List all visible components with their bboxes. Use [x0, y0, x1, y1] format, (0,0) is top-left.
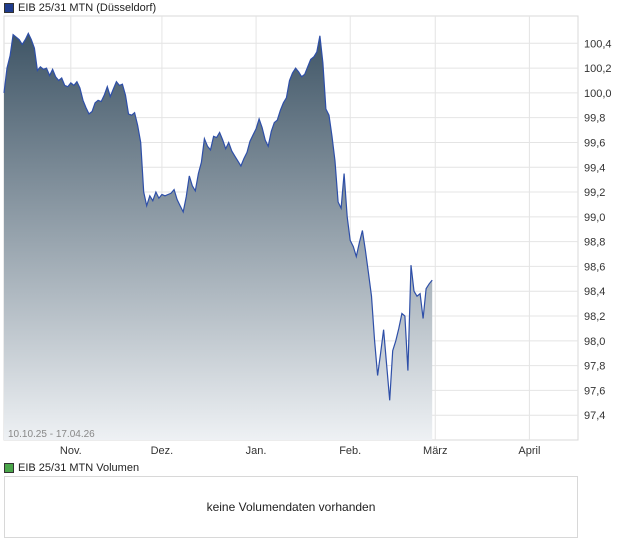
- y-tick-label: 100,4: [584, 38, 612, 50]
- y-tick-label: 98,8: [584, 237, 605, 249]
- y-tick-label: 98,4: [584, 286, 605, 298]
- y-tick-label: 100,2: [584, 63, 612, 75]
- y-tick-label: 99,6: [584, 137, 605, 149]
- y-tick-label: 99,0: [584, 212, 605, 224]
- y-tick-label: 99,2: [584, 187, 605, 199]
- price-area: [4, 33, 433, 441]
- main-legend-swatch: [4, 3, 14, 13]
- x-tick-label: Dez.: [151, 445, 174, 457]
- y-tick-label: 97,4: [584, 410, 605, 422]
- date-range-label: 10.10.25 - 17.04.26: [8, 429, 95, 440]
- x-tick-label: Jan.: [246, 445, 267, 457]
- y-tick-label: 98,6: [584, 261, 605, 273]
- volume-legend-label: EIB 25/31 MTN Volumen: [18, 462, 140, 474]
- volume-empty-message: keine Volumendaten vorhanden: [206, 500, 376, 514]
- main-legend-label: EIB 25/31 MTN (Düsseldorf): [18, 2, 157, 14]
- x-tick-label: Feb.: [339, 445, 361, 457]
- y-tick-label: 97,6: [584, 385, 605, 397]
- y-tick-label: 100,0: [584, 88, 612, 100]
- y-tick-label: 99,8: [584, 113, 605, 125]
- price-chart: 97,4 97,6 97,8 98,0 98,2 98,4 98,6 98,8 99,0 99,2…: [3, 15, 612, 457]
- x-tick-label: April: [518, 445, 540, 457]
- volume-legend-swatch: [4, 463, 14, 473]
- x-tick-label: Nov.: [60, 445, 82, 457]
- volume-legend: EIB 25/31 MTN Volumen: [4, 462, 139, 474]
- volume-panel: keine Volumendaten vorhanden: [4, 476, 578, 538]
- y-tick-label: 98,2: [584, 311, 605, 323]
- main-legend: EIB 25/31 MTN (Düsseldorf): [4, 2, 156, 14]
- y-tick-label: 98,0: [584, 336, 605, 348]
- y-tick-label: 97,8: [584, 361, 605, 373]
- y-tick-label: 99,4: [584, 162, 605, 174]
- x-tick-label: März: [423, 445, 447, 457]
- price-line: [3, 32, 433, 401]
